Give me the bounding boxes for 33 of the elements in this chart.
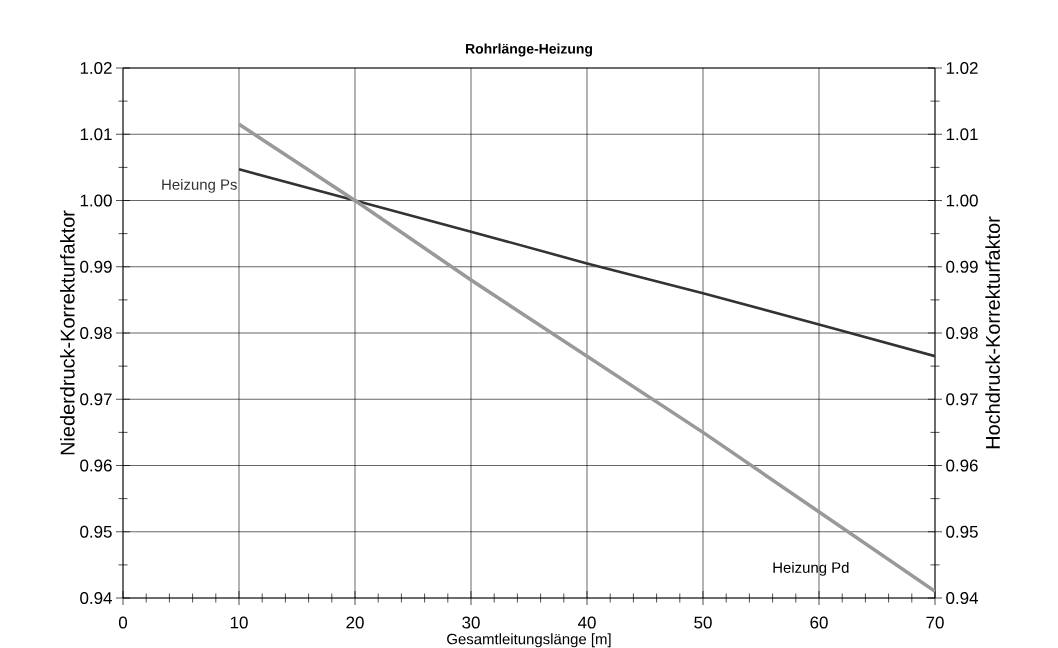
y-tick-label: 0.99 [80,260,112,273]
y-tick-label: 1.00 [80,194,112,207]
y2-tick-label: 0.99 [946,260,978,273]
series-label: Heizung Pd [773,561,849,576]
y2-axis-title: Hochdruck-Korrekturfaktor [985,216,1000,449]
series-label: Heizung Ps [162,178,237,193]
y-tick-label: 1.01 [80,128,112,141]
x-tick-label: 10 [230,616,248,629]
y-tick-label: 0.96 [80,459,112,472]
x-tick-label: 60 [810,616,828,629]
y2-tick-label: 0.97 [946,393,978,406]
y2-tick-label: 0.94 [946,592,978,604]
x-tick-label: 70 [926,616,944,629]
x-tick-label: 40 [577,616,596,629]
y2-tick-label: 1.00 [946,194,978,207]
y-tick-label: 0.95 [80,525,112,538]
y-axis-title: Niederdruck-Korrekturfaktor [60,210,75,455]
x-tick-label: 0 [118,616,128,629]
x-tick-label: 50 [694,616,712,629]
y2-tick-label: 0.95 [946,525,978,538]
x-tick-label: 20 [346,616,364,629]
chart-title: Rohrlänge-Heizung [466,43,592,57]
y-tick-label: 0.94 [80,592,112,604]
y-tick-label: 0.98 [80,327,112,339]
y2-tick-label: 1.01 [946,128,978,141]
line-series [237,168,935,358]
y2-tick-label: 1.02 [946,62,978,74]
y-tick-label: 1.02 [80,62,112,74]
y-tick-label: 0.97 [80,393,112,406]
y2-tick-label: 0.98 [946,327,978,339]
x-tick-label: 30 [462,616,480,629]
x-axis-title: Gesamtleitungslänge [m] [447,633,611,648]
y2-tick-label: 0.96 [946,459,978,472]
